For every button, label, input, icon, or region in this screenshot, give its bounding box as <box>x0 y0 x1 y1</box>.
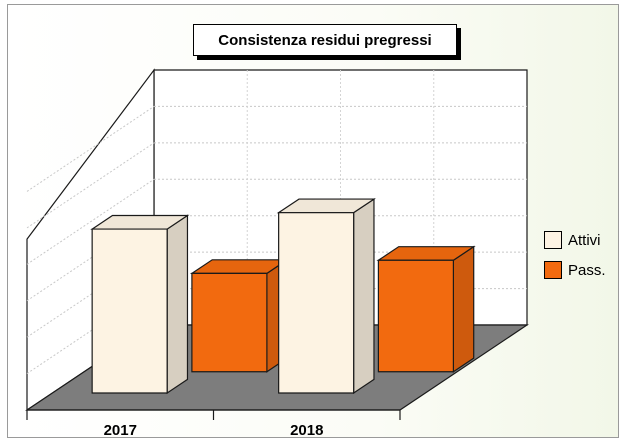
gridline-side <box>26 215 155 302</box>
chart-legend: Attivi Pass. <box>544 228 606 288</box>
legend-swatch-pass <box>544 261 562 279</box>
x-tick-label-2017: 2017 <box>104 422 137 439</box>
bar-pass-2018 <box>377 259 454 373</box>
legend-label-pass: Pass. <box>568 261 606 279</box>
legend-item-pass: Pass. <box>544 258 606 282</box>
legend-label-attivi: Attivi <box>568 231 601 249</box>
legend-item-attivi: Attivi <box>544 228 606 252</box>
chart-title: Consistenza residui pregressi <box>193 24 457 56</box>
gridline-side <box>26 178 155 265</box>
gridline-side <box>26 106 155 192</box>
bar-pass-2017 <box>191 272 268 373</box>
bar-attivi-2018 <box>278 212 355 394</box>
bar-side-attivi-2018 <box>353 197 375 395</box>
gridline-side <box>26 142 155 229</box>
legend-swatch-attivi <box>544 231 562 249</box>
bar-side-attivi-2017 <box>166 214 189 395</box>
bar-side-pass-2018 <box>452 245 475 373</box>
x-tick-label-2018: 2018 <box>290 422 323 439</box>
gridline-side <box>26 251 155 338</box>
bar-attivi-2017 <box>91 228 168 394</box>
gridline-side <box>26 288 155 374</box>
